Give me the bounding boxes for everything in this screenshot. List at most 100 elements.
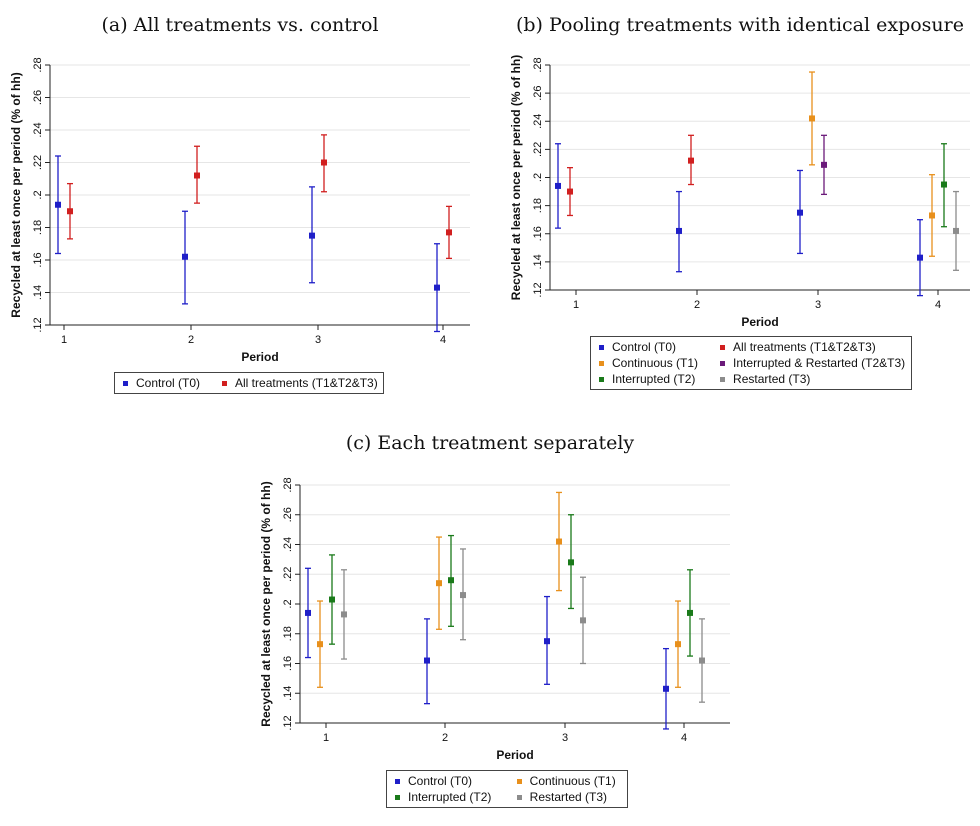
- error-bar-point: [555, 143, 561, 229]
- error-bar-point: [194, 145, 200, 204]
- y-tick-label: .18: [32, 220, 44, 235]
- legend-label: Control (T0): [612, 340, 677, 354]
- legend-label: Continuous (T1): [612, 356, 699, 370]
- point-marker: [460, 592, 466, 599]
- error-bar-point: [446, 205, 452, 260]
- error-bar-point: [917, 219, 923, 297]
- point-marker: [556, 538, 562, 545]
- error-bar-point: [699, 618, 705, 703]
- y-axis-title: Recycled at least once per period (% of …: [509, 55, 523, 300]
- point-marker: [797, 209, 803, 216]
- legend-swatch: [222, 380, 228, 386]
- legend-item: Control (T0): [395, 774, 495, 788]
- point-marker: [194, 172, 200, 179]
- y-axis-title: Recycled at least once per period (% of …: [259, 481, 273, 726]
- error-bar-point: [321, 134, 327, 193]
- point-marker: [305, 609, 311, 616]
- error-bar-point: [544, 595, 550, 685]
- error-bar-point: [434, 243, 440, 333]
- legend-b: Control (T0) All treatments (T1&T2&T3) Con…: [590, 336, 912, 390]
- x-tick-label: 2: [188, 334, 194, 346]
- error-bar-point: [941, 143, 947, 228]
- error-bar-point: [688, 134, 694, 186]
- legend-item: Interrupted (T2): [599, 372, 698, 386]
- point-marker: [446, 229, 452, 236]
- error-bar-point: [929, 174, 935, 257]
- error-bar-point: [317, 600, 323, 688]
- error-bar-point: [821, 134, 827, 196]
- point-marker: [941, 181, 947, 188]
- error-bar-point: [809, 71, 815, 166]
- x-tick-label: 4: [440, 334, 446, 346]
- error-bar-point: [67, 182, 73, 240]
- y-tick-label: .22: [32, 155, 44, 170]
- chart-a: .12 .14 .16 .18 .2 .22 .24 .26 .28 1 2 3 4 Period Recy…: [9, 57, 470, 364]
- legend-swatch: [516, 778, 522, 784]
- y-tick-label: .14: [32, 285, 44, 300]
- legend-swatch: [599, 376, 604, 382]
- legend-label: Continuous (T1): [529, 774, 616, 788]
- error-bar-point: [556, 491, 562, 592]
- point-marker: [687, 609, 693, 616]
- panel-a-title: (a) All treatments vs. control: [101, 14, 379, 36]
- x-axis-title: Period: [241, 350, 278, 364]
- y-tick-label: .24: [282, 537, 294, 552]
- point-marker: [688, 157, 694, 164]
- y-tick-label: .22: [532, 142, 544, 157]
- point-marker: [821, 161, 827, 168]
- legend-label: Control (T0): [408, 774, 473, 788]
- y-tick-label: .2: [532, 173, 544, 182]
- y-tick-label: .12: [282, 715, 294, 730]
- point-marker: [317, 641, 323, 648]
- x-tick-label: 1: [323, 732, 329, 744]
- y-tick-label: .28: [32, 57, 44, 72]
- error-bar-point: [424, 618, 430, 705]
- point-marker: [675, 641, 681, 648]
- legend-swatch: [395, 794, 400, 800]
- legend-item: All treatments (T1&T2&T3): [720, 340, 905, 354]
- y-tick-label: .18: [532, 198, 544, 213]
- legend-item: Continuous (T1): [599, 356, 698, 370]
- legend-label: Control (T0): [136, 376, 201, 390]
- point-marker: [424, 657, 430, 664]
- legend-label: Restarted (T3): [733, 372, 811, 386]
- error-bar-point: [687, 569, 693, 657]
- legend-label: Interrupted & Restarted (T2&T3): [733, 356, 906, 370]
- y-tick-label: .14: [532, 254, 544, 269]
- legend-c: Control (T0) Continuous (T1) Interrupted (…: [386, 770, 628, 808]
- point-marker: [448, 577, 454, 584]
- y-tick-label: .28: [532, 57, 544, 72]
- point-marker: [555, 182, 561, 189]
- point-marker: [676, 227, 682, 234]
- y-axis-title: Recycled at least once per period (% of …: [9, 72, 23, 317]
- legend-item: Restarted (T3): [516, 790, 619, 804]
- y-tick-label: .22: [282, 567, 294, 582]
- legend-label: Interrupted (T2): [408, 790, 492, 804]
- y-tick-label: .16: [282, 656, 294, 671]
- legend-label: Interrupted (T2): [612, 372, 696, 386]
- legend-item: Continuous (T1): [516, 774, 619, 788]
- error-bar-point: [797, 169, 803, 255]
- error-bar-point: [329, 554, 335, 645]
- point-marker: [929, 212, 935, 219]
- error-bar-point: [341, 569, 347, 660]
- y-tick-label: .28: [282, 477, 294, 492]
- chart-b: .12 .14 .16 .18 .2 .22 .24 .26 .28 1 2 3 4 Period Recy…: [509, 55, 970, 329]
- x-tick-label: 1: [573, 299, 579, 311]
- error-bar-point: [675, 600, 681, 688]
- point-marker: [329, 596, 335, 603]
- chart-c: .12 .14 .16 .18 .2 .22 .24 .26 .28 1 2 3 4 Period Recy…: [259, 477, 730, 762]
- point-marker: [55, 201, 61, 208]
- error-bar-point: [568, 514, 574, 610]
- legend-swatch: [395, 778, 400, 784]
- point-marker: [182, 253, 188, 260]
- y-tick-label: .2: [282, 599, 294, 608]
- point-marker: [568, 559, 574, 566]
- point-marker: [580, 617, 586, 624]
- point-marker: [567, 188, 573, 195]
- error-bar-point: [182, 210, 188, 305]
- point-marker: [663, 685, 669, 692]
- y-tick-label: .16: [532, 226, 544, 241]
- error-bar-point: [305, 567, 311, 659]
- legend-item: Interrupted (T2): [395, 790, 495, 804]
